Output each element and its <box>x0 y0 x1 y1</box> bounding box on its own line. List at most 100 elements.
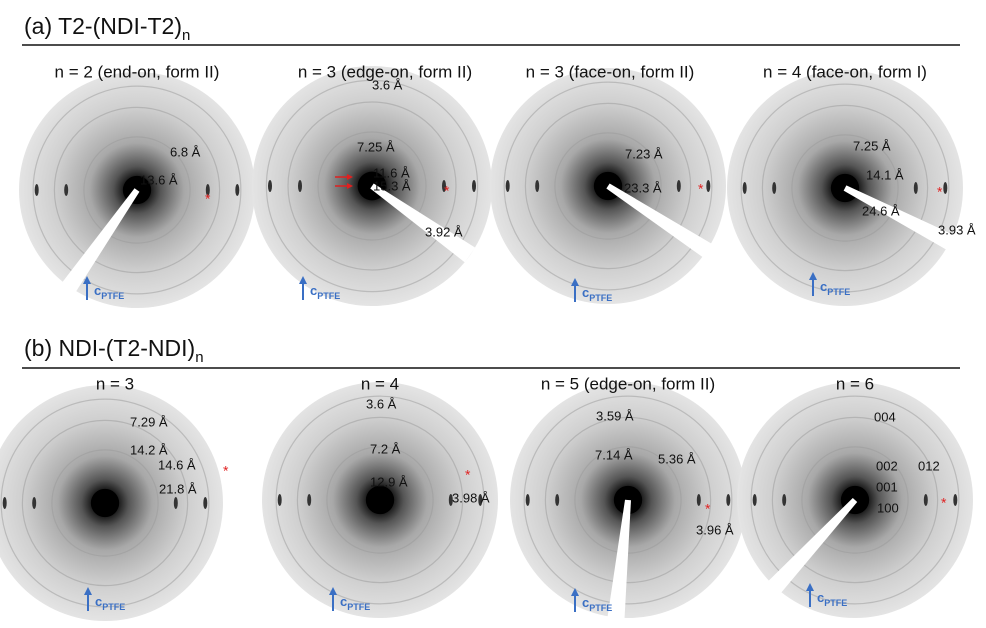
diffraction-ring <box>801 446 909 554</box>
red-arrow-head <box>347 183 353 189</box>
d-spacing-label: 7.25 Å <box>357 139 395 154</box>
reflection <box>782 494 787 506</box>
reflection <box>2 497 7 509</box>
reflection <box>676 180 681 192</box>
panel-label: n = 3 <box>96 374 134 393</box>
diffraction-panel <box>19 72 255 308</box>
section-title: (b) NDI-(T2-NDI)n <box>24 335 204 366</box>
d-spacing-label: 3.6 Å <box>372 77 403 92</box>
d-spacing-label: 7.25 Å <box>853 138 891 153</box>
diffraction-ring <box>554 132 662 240</box>
panel-label: n = 3 (edge-on, form II) <box>298 62 472 81</box>
diffraction-ring <box>265 79 479 293</box>
d-spacing-label: 23.3 Å <box>624 180 662 195</box>
beam-center <box>365 485 395 515</box>
diffraction-ring <box>771 416 939 584</box>
c-axis-label-sub: PTFE <box>824 598 847 608</box>
reflection <box>535 180 540 192</box>
c-axis-arrow-head <box>83 276 91 284</box>
reflection <box>943 182 948 194</box>
d-spacing-label: 11.6 Å <box>373 165 410 180</box>
c-axis-label: cPTFE <box>310 283 340 301</box>
diffraction-ring <box>326 446 434 554</box>
reflection <box>64 184 69 196</box>
diffraction-ring <box>51 449 159 557</box>
d-spacing-label: 14.6 Å <box>158 457 196 472</box>
section-title-sub: n <box>195 349 203 366</box>
diffraction-ring <box>296 416 464 584</box>
diffraction-ring <box>524 102 692 270</box>
reflection <box>726 494 731 506</box>
reflection <box>752 494 757 506</box>
reflection <box>34 184 39 196</box>
c-axis-arrow-head <box>571 278 579 286</box>
c-axis-label-sub: PTFE <box>102 602 125 612</box>
reflection <box>525 494 530 506</box>
marker-asterisk: * <box>705 501 711 517</box>
d-spacing-label: 7.2 Å <box>370 441 401 456</box>
panel-label: n = 4 (face-on, form I) <box>763 62 927 81</box>
diffraction-ring <box>544 416 712 584</box>
c-axis-label-sub: PTFE <box>317 291 340 301</box>
beam-stop <box>763 497 858 599</box>
c-axis-label: cPTFE <box>582 595 612 613</box>
beam-stop <box>843 185 970 258</box>
diffraction-ring <box>523 395 733 605</box>
marker-asterisk: * <box>223 463 229 479</box>
diffraction-ring <box>791 134 899 242</box>
c-axis-label-main: c <box>820 279 827 294</box>
marker-asterisk: * <box>698 181 704 197</box>
reflection <box>472 180 476 192</box>
diffraction-ring <box>287 101 457 271</box>
reflection <box>706 180 711 192</box>
c-axis-label: cPTFE <box>820 279 850 297</box>
c-axis-arrow-head <box>809 272 817 280</box>
reflection <box>205 184 210 196</box>
c-axis-label-main: c <box>95 594 102 609</box>
d-spacing-label: 7.14 Å <box>595 447 633 462</box>
marker-asterisk: * <box>444 183 450 199</box>
c-axis-arrow-head <box>806 583 814 591</box>
beam-stop <box>370 183 476 263</box>
diffraction-ring <box>0 398 210 608</box>
reflection <box>953 494 958 506</box>
d-spacing-label: 3.93 Å <box>938 222 976 237</box>
c-axis-label-main: c <box>94 283 101 298</box>
diffraction-panel <box>262 382 498 618</box>
d-spacing-label: 001 <box>876 479 898 494</box>
d-spacing-label: 3.96 Å <box>696 522 734 537</box>
reflection <box>277 494 282 506</box>
reflection <box>913 182 918 194</box>
diffraction-ring <box>83 136 191 244</box>
beam-stop <box>52 188 140 306</box>
panel-label: n = 4 <box>361 374 399 393</box>
beam-stop <box>606 499 631 628</box>
d-spacing-label: 14.1 Å <box>866 167 904 182</box>
section-title-main: (b) NDI-(T2-NDI) <box>24 335 195 361</box>
beam-stop <box>606 183 730 270</box>
reflection <box>742 182 747 194</box>
c-axis-label-main: c <box>817 590 824 605</box>
marker-asterisk: * <box>941 495 947 511</box>
marker-asterisk: * <box>205 191 211 207</box>
d-spacing-label: 13.6 Å <box>140 172 178 187</box>
reflection <box>696 494 701 506</box>
d-spacing-label: 7.29 Å <box>130 414 168 429</box>
c-axis-label-sub: PTFE <box>589 603 612 613</box>
reflection <box>555 494 560 506</box>
reflection <box>478 494 483 506</box>
c-axis-label: cPTFE <box>817 590 847 608</box>
reflection <box>307 494 312 506</box>
reflection <box>923 494 928 506</box>
diffraction-ring <box>503 81 713 291</box>
c-axis-label-main: c <box>582 285 589 300</box>
reflection <box>448 494 453 506</box>
d-spacing-label: 12.9 Å <box>370 474 408 489</box>
d-spacing-label: 3.6 Å <box>366 396 397 411</box>
panel-label: n = 5 (edge-on, form II) <box>541 374 715 393</box>
d-spacing-label: 24.6 Å <box>862 203 900 218</box>
diffraction-ring <box>750 395 960 605</box>
c-axis-label: cPTFE <box>94 283 124 301</box>
reflection <box>772 182 777 194</box>
